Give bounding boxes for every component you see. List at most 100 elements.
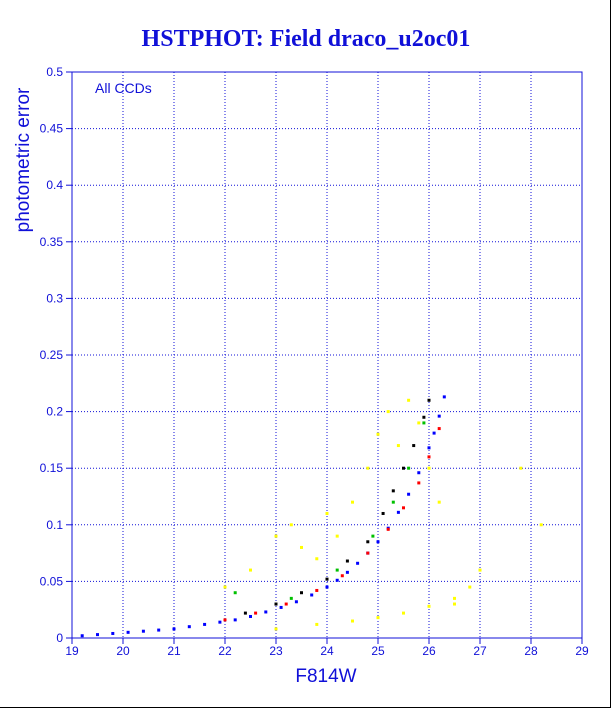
- data-point: [356, 561, 360, 565]
- x-axis-ticks: 19 20 21 22 23 24 25 26 27 28 29: [65, 638, 589, 658]
- data-point: [412, 444, 416, 448]
- data-point: [386, 527, 390, 531]
- data-point: [289, 523, 293, 527]
- x-axis-label: F814W: [295, 666, 356, 687]
- data-point: [233, 591, 237, 595]
- data-point: [274, 627, 278, 631]
- data-point: [187, 625, 191, 629]
- data-point: [310, 593, 314, 597]
- x-tick-label: 27: [473, 644, 487, 658]
- data-point: [386, 410, 390, 414]
- y-tick-label: 0.2: [46, 405, 63, 419]
- data-point: [402, 466, 405, 470]
- chart-title: HSTPHOT: Field draco_u2oc01: [141, 26, 471, 52]
- data-point: [539, 523, 543, 527]
- data-point: [80, 634, 84, 638]
- x-tick-label: 25: [371, 644, 385, 658]
- x-tick-label: 21: [167, 644, 181, 658]
- data-point: [284, 602, 288, 606]
- x-tick-label: 26: [422, 644, 436, 658]
- data-point: [335, 568, 339, 572]
- y-tick-label: 0.4: [46, 178, 63, 192]
- y-tick-label: 0: [56, 631, 63, 645]
- y-tick-label: 0.05: [40, 574, 64, 588]
- all-ccds-label: All CCDs: [95, 80, 152, 96]
- data-point: [233, 618, 237, 622]
- data-point: [126, 630, 130, 634]
- y-axis-label: photometric error: [13, 87, 34, 232]
- y-tick-label: 0.1: [46, 518, 63, 532]
- data-point: [366, 466, 370, 470]
- data-point: [157, 628, 161, 632]
- data-point: [249, 614, 252, 618]
- data-point: [402, 506, 405, 510]
- data-point: [274, 602, 278, 606]
- data-point: [432, 431, 436, 435]
- data-point: [351, 500, 354, 504]
- data-point: [437, 414, 441, 418]
- data-point: [325, 585, 329, 589]
- data-point: [422, 415, 426, 419]
- data-point: [391, 489, 395, 493]
- data-point: [422, 421, 426, 425]
- data-point: [340, 574, 344, 578]
- x-tick-label: 20: [116, 644, 130, 658]
- data-point: [300, 591, 303, 595]
- data-point: [294, 600, 298, 604]
- x-tick-label: 28: [524, 644, 538, 658]
- x-tick-label: 19: [65, 644, 79, 658]
- grid-lines: [72, 72, 582, 638]
- data-points: [80, 395, 543, 638]
- x-tick-label: 24: [320, 644, 334, 658]
- data-point: [407, 466, 411, 470]
- data-point: [396, 444, 400, 448]
- data-point: [427, 398, 431, 402]
- data-point: [96, 633, 99, 637]
- data-point: [366, 540, 370, 544]
- data-point: [453, 596, 456, 600]
- data-point: [417, 421, 421, 425]
- data-point: [427, 455, 431, 459]
- data-point: [427, 446, 431, 450]
- data-point: [376, 616, 380, 620]
- data-point: [417, 481, 421, 485]
- data-point: [381, 511, 385, 515]
- data-point: [345, 559, 349, 563]
- y-axis-ticks: 0 0.05 0.1 0.15 0.2 0.25 0.3 0.35 0.4 0.45 0.5: [40, 65, 72, 645]
- data-point: [218, 620, 222, 624]
- y-tick-label: 0.3: [46, 291, 63, 305]
- data-point: [345, 570, 349, 574]
- data-point: [402, 611, 405, 615]
- data-point: [264, 610, 268, 614]
- data-point: [223, 618, 227, 622]
- data-point: [315, 557, 319, 561]
- data-point: [279, 605, 283, 609]
- data-point: [351, 619, 354, 623]
- data-point: [468, 585, 472, 589]
- data-point: [371, 534, 375, 538]
- data-point: [437, 427, 441, 431]
- y-tick-label: 0.15: [40, 461, 64, 475]
- data-point: [203, 622, 207, 626]
- data-point: [141, 629, 145, 633]
- data-point: [172, 627, 176, 631]
- data-point: [325, 511, 329, 515]
- data-point: [243, 611, 247, 615]
- data-point: [111, 631, 115, 635]
- data-point: [407, 398, 411, 402]
- data-point: [376, 540, 380, 544]
- x-tick-label: 29: [575, 644, 589, 658]
- data-point: [391, 500, 395, 504]
- data-point: [519, 466, 523, 470]
- data-point: [427, 604, 431, 608]
- data-point: [335, 578, 339, 582]
- data-point: [223, 585, 227, 589]
- data-point: [442, 395, 446, 399]
- x-tick-label: 22: [218, 644, 232, 658]
- data-point: [427, 466, 431, 470]
- data-point: [366, 551, 370, 555]
- y-tick-label: 0.35: [40, 235, 64, 249]
- y-tick-label: 0.45: [40, 122, 64, 136]
